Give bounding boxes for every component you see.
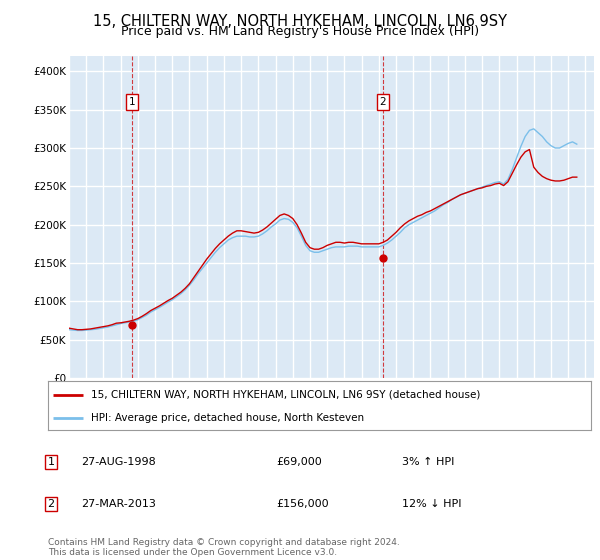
Text: 2: 2	[379, 97, 386, 107]
Text: HPI: Average price, detached house, North Kesteven: HPI: Average price, detached house, Nort…	[91, 413, 365, 423]
Text: £156,000: £156,000	[276, 499, 329, 509]
Text: 27-AUG-1998: 27-AUG-1998	[81, 457, 156, 467]
Text: 27-MAR-2013: 27-MAR-2013	[81, 499, 156, 509]
Text: 12% ↓ HPI: 12% ↓ HPI	[402, 499, 461, 509]
Text: Price paid vs. HM Land Registry's House Price Index (HPI): Price paid vs. HM Land Registry's House …	[121, 25, 479, 38]
Text: 1: 1	[128, 97, 135, 107]
Text: Contains HM Land Registry data © Crown copyright and database right 2024.
This d: Contains HM Land Registry data © Crown c…	[48, 538, 400, 557]
Text: 3% ↑ HPI: 3% ↑ HPI	[402, 457, 454, 467]
Text: 1: 1	[47, 457, 55, 467]
Text: 2: 2	[47, 499, 55, 509]
Text: 15, CHILTERN WAY, NORTH HYKEHAM, LINCOLN, LN6 9SY: 15, CHILTERN WAY, NORTH HYKEHAM, LINCOLN…	[93, 14, 507, 29]
Text: 15, CHILTERN WAY, NORTH HYKEHAM, LINCOLN, LN6 9SY (detached house): 15, CHILTERN WAY, NORTH HYKEHAM, LINCOLN…	[91, 390, 481, 400]
Text: £69,000: £69,000	[276, 457, 322, 467]
